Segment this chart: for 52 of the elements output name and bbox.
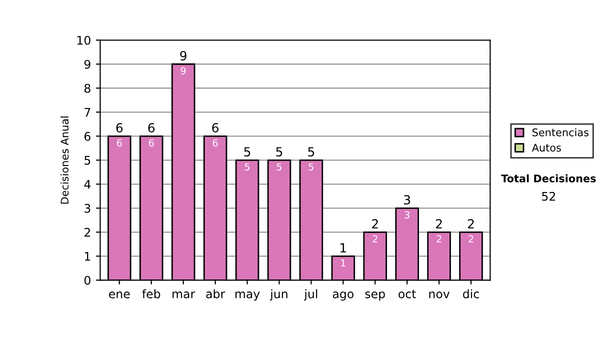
total-label: 5 (308, 147, 314, 157)
y-tick-label: 0 (84, 276, 90, 285)
data-label: 5 (308, 163, 314, 171)
x-tick-label: mar (172, 292, 196, 298)
data-label: 5 (244, 163, 250, 171)
total-label: 9 (180, 51, 186, 60)
data-label: 5 (276, 163, 282, 171)
x-tick-label: abr (206, 289, 226, 298)
total-label: 6 (212, 123, 218, 133)
y-tick-label: 5 (84, 156, 90, 165)
data-label: 2 (372, 235, 378, 242)
y-tick-label: 10 (77, 36, 90, 45)
y-tick-label: 7 (84, 108, 90, 117)
data-label: 3 (404, 211, 410, 219)
total-label: 2 (468, 219, 474, 228)
total-label: 1 (340, 243, 346, 252)
total-label: 3 (404, 195, 410, 205)
total-label: 5 (276, 147, 282, 157)
x-tick-label: ago (332, 292, 354, 301)
legend-label: Sentencias (532, 128, 588, 136)
y-tick-label: 8 (84, 84, 90, 93)
x-tick-label: oct (398, 290, 416, 298)
y-tick-label: 4 (84, 180, 91, 189)
x-tick-label: jun (270, 289, 288, 301)
y-axis-title: Decisiones Anual (60, 116, 69, 204)
y-tick-label: 1 (84, 252, 90, 261)
data-label: 2 (468, 235, 474, 242)
data-label: 6 (212, 139, 218, 147)
x-tick-label: ene (109, 292, 130, 298)
legend-label: Autos (532, 144, 561, 152)
x-tick-label: nov (429, 292, 450, 298)
y-tick-label: 2 (84, 228, 90, 237)
total-label: 5 (244, 147, 250, 157)
total-label: 2 (372, 219, 378, 228)
x-tick-label: may (235, 292, 260, 301)
text: Total Decisiones (501, 174, 596, 182)
text: 52 (542, 192, 556, 201)
data-label: 6 (148, 139, 154, 147)
x-tick-label: feb (142, 289, 160, 298)
y-tick-label: 6 (84, 132, 90, 141)
x-tick-label: jul (304, 289, 318, 301)
x-tick-label: dic (463, 289, 479, 298)
total-label: 2 (436, 219, 442, 228)
data-label: 1 (341, 259, 346, 266)
data-label: 6 (116, 139, 122, 147)
x-tick-label: sep (365, 292, 385, 301)
y-tick-label: 9 (84, 60, 90, 69)
total-label: 6 (148, 123, 155, 133)
data-label: 9 (180, 67, 186, 75)
y-tick-label: 3 (84, 204, 90, 213)
total-label: 6 (116, 123, 123, 133)
data-label: 2 (436, 235, 442, 242)
